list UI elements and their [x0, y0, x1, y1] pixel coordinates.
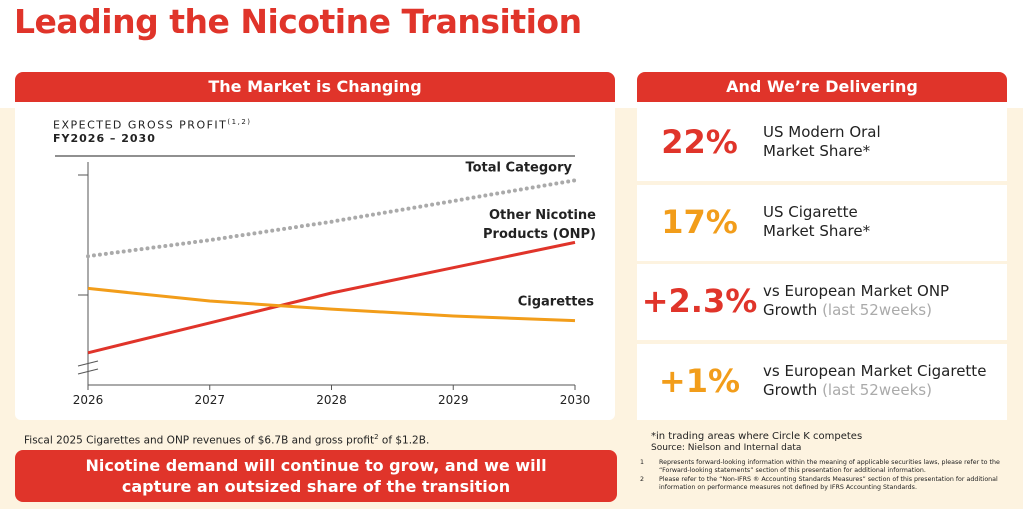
stat-value: +2.3% — [641, 282, 758, 320]
stat-note: (last 52weeks) — [822, 301, 932, 319]
footnote-number: 1 — [640, 459, 645, 466]
stat-line: Growth (last 52weeks) — [763, 381, 986, 400]
chart-title-sup: (1,2) — [227, 118, 252, 126]
stat-line-text: Market Share* — [763, 222, 871, 240]
stat-value: 17% — [661, 203, 738, 241]
stat-line-text: Market Share* — [763, 142, 871, 160]
stat-label: US Cigarette Market Share* — [763, 203, 870, 241]
x-tick-label: 2029 — [438, 393, 469, 407]
chart-title-text: EXPECTED GROSS PROFIT — [53, 118, 228, 132]
slide-title: Leading the Nicotine Transition — [14, 2, 582, 41]
series-label: Cigarettes — [518, 295, 595, 310]
footnote: 1 Represents forward-looking information … — [640, 459, 1018, 475]
fiscal-note-sup: 2 — [374, 433, 379, 441]
footnote-number: 2 — [640, 476, 645, 483]
footnotes: 1 Represents forward-looking information … — [640, 459, 1018, 493]
stat-line: vs European Market Cigarette — [763, 362, 986, 381]
axis-break — [77, 360, 99, 367]
chart-title: EXPECTED GROSS PROFIT(1,2) — [53, 118, 252, 132]
asterisk-note: *in trading areas where Circle K compete… — [651, 431, 863, 442]
stat-card: 22% US Modern Oral Market Share* — [637, 105, 1007, 181]
series-line — [87, 286, 576, 323]
series-label: Total Category — [465, 161, 572, 176]
banner-text: Nicotine demand will continue to grow, a… — [85, 456, 547, 496]
fiscal-note-text: Fiscal 2025 Cigarettes and ONP revenues … — [24, 434, 375, 447]
left-header: The Market is Changing — [15, 72, 615, 102]
series-line — [86, 178, 577, 259]
chart-subtitle: FY2026 – 2030 — [53, 132, 156, 145]
x-tick-label: 2027 — [194, 393, 225, 407]
stat-line: US Modern Oral — [763, 123, 881, 142]
stat-card: +2.3% vs European Market ONP Growth (last … — [637, 264, 1007, 340]
right-header: And We’re Delivering — [637, 72, 1007, 102]
stat-label: vs European Market Cigarette Growth (last… — [763, 362, 986, 400]
stat-line-text: Growth — [763, 381, 818, 399]
stat-line-text: Growth — [763, 301, 818, 319]
stat-value: 22% — [661, 123, 738, 161]
stat-card: 17% US Cigarette Market Share* — [637, 185, 1007, 261]
fiscal-note-text: of $1.2B. — [378, 434, 430, 447]
onp-label: Other Nicotine Products (ONP) — [483, 208, 596, 242]
stat-label: vs European Market ONP Growth (last 52wee… — [763, 282, 949, 320]
x-tick-label: 2026 — [73, 393, 104, 407]
stat-label: US Modern Oral Market Share* — [763, 123, 881, 161]
stat-line-text: US Modern Oral — [763, 123, 881, 141]
series-line — [87, 240, 576, 355]
stat-line-text: US Cigarette — [763, 203, 858, 221]
footnote-text: Please refer to the “Non-IFRS ® Accounti… — [659, 476, 998, 491]
stat-value: +1% — [658, 362, 741, 400]
source: Source: Nielson and Internal data — [651, 443, 802, 453]
stat-line-text: vs European Market ONP — [763, 282, 950, 300]
stat-line: US Cigarette — [763, 203, 870, 222]
stat-line: vs European Market ONP — [763, 282, 949, 301]
footnote: 2 Please refer to the “Non-IFRS ® Account… — [640, 476, 1018, 492]
fiscal-note: Fiscal 2025 Cigarettes and ONP revenues … — [24, 433, 429, 447]
stat-line: Growth (last 52weeks) — [763, 301, 949, 320]
x-tick-label: 2028 — [316, 393, 347, 407]
chart-card — [15, 102, 615, 420]
footnote-text: Represents forward-looking information w… — [659, 459, 1000, 474]
stat-note: (last 52weeks) — [822, 381, 932, 399]
stat-card: +1% vs European Market Cigarette Growth (l… — [637, 344, 1007, 420]
stat-line: Market Share* — [763, 142, 881, 161]
x-tick-label: 2030 — [560, 393, 591, 407]
banner: Nicotine demand will continue to grow, a… — [15, 450, 617, 502]
stat-line-text: vs European Market Cigarette — [763, 362, 987, 380]
stat-line: Market Share* — [763, 222, 870, 241]
axis-break — [77, 368, 99, 375]
